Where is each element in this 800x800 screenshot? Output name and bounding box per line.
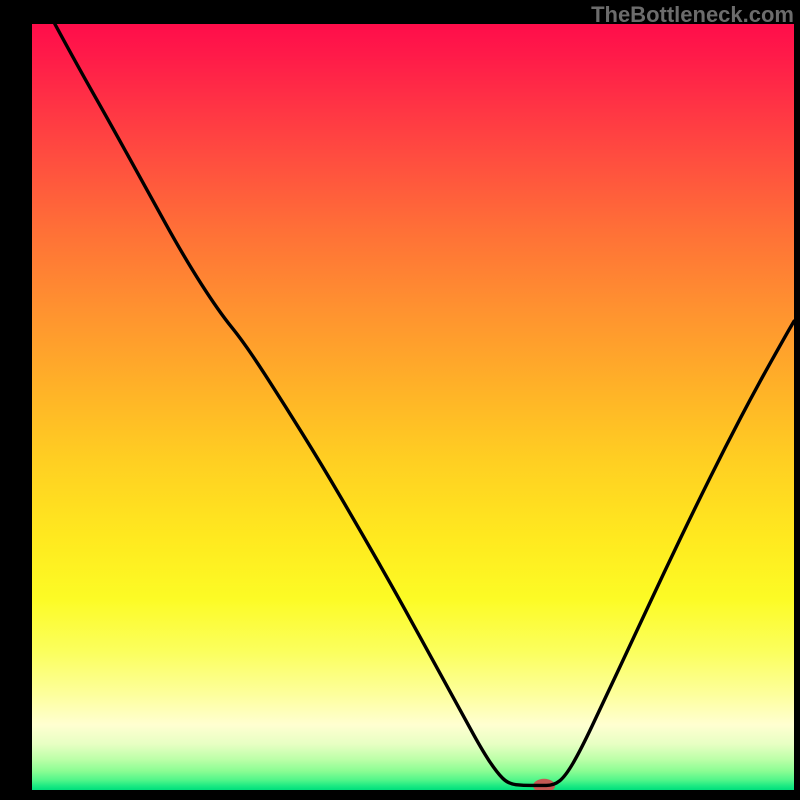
watermark-text: TheBottleneck.com [591,2,794,28]
bottleneck-chart: TheBottleneck.com [0,0,800,800]
plot-area [32,24,794,790]
plot-svg [32,24,794,790]
gradient-background [32,24,794,790]
